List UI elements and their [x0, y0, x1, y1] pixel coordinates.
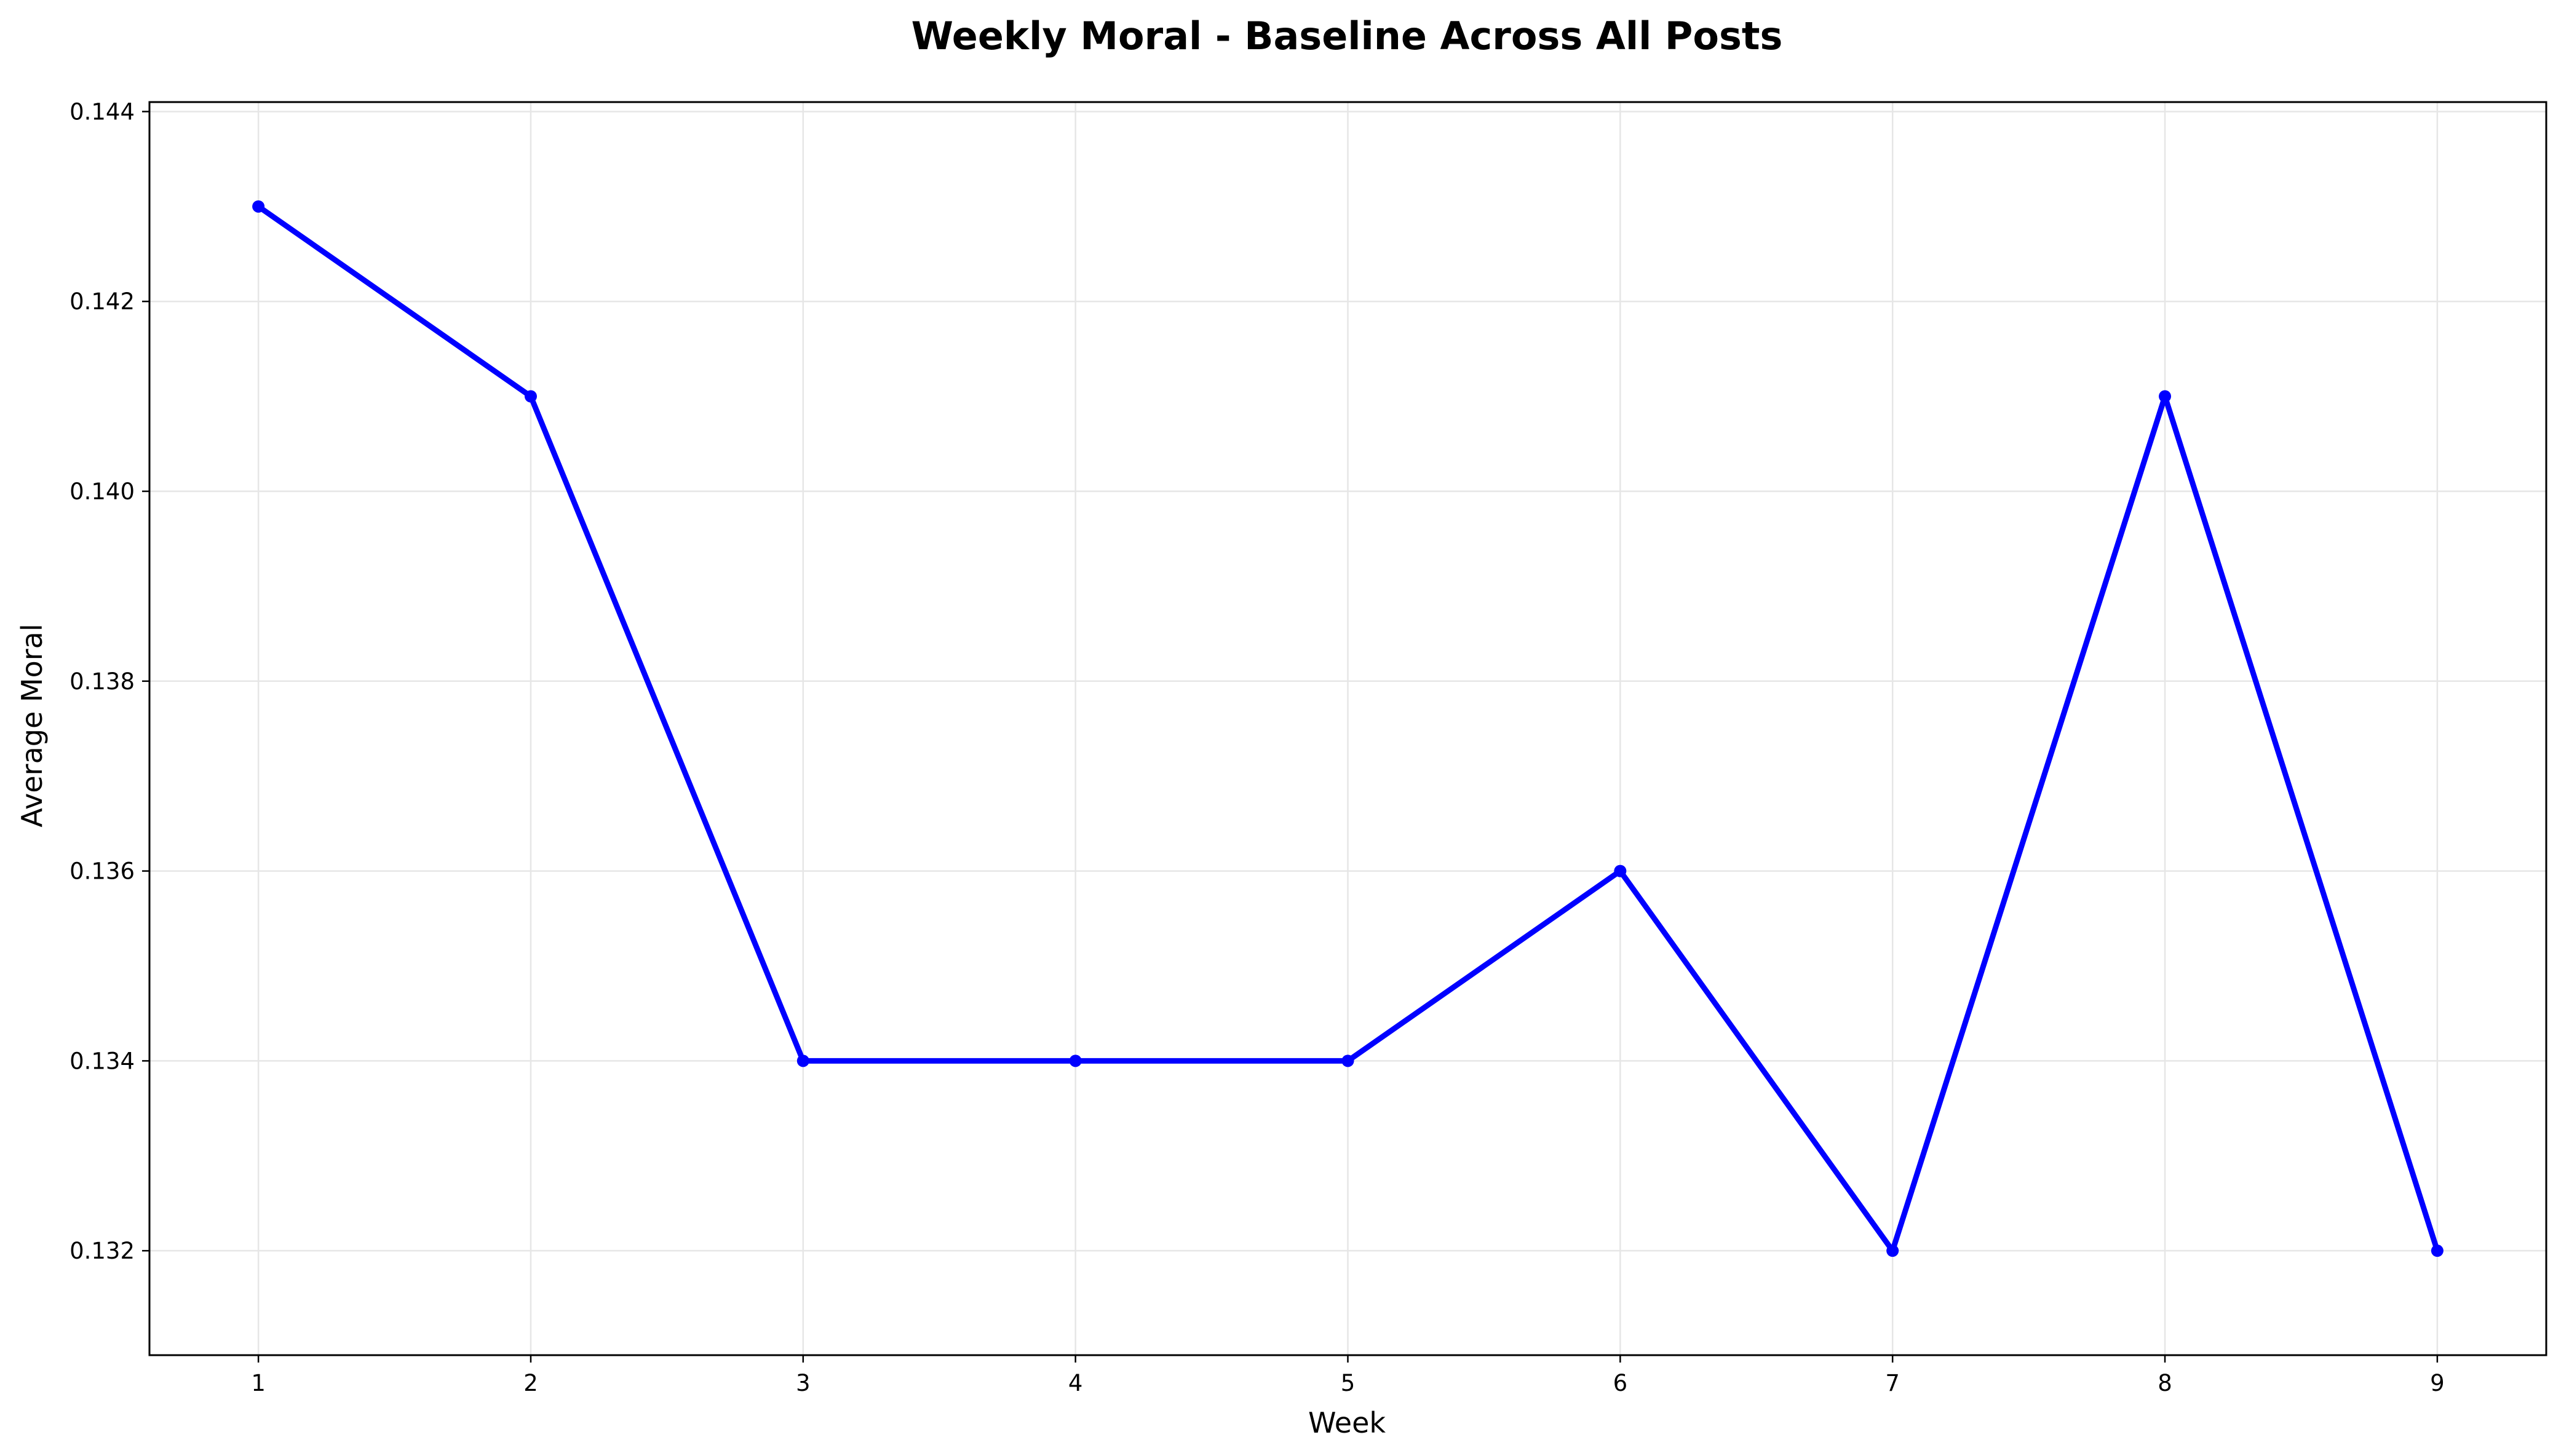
data-point	[1886, 1244, 1899, 1257]
data-point	[2431, 1244, 2444, 1257]
data-point	[524, 390, 537, 403]
series-layer	[252, 200, 2444, 1257]
x-tick-label: 4	[1068, 1370, 1083, 1396]
data-point	[796, 1054, 809, 1067]
y-tick-label: 0.140	[69, 478, 135, 505]
y-tick-label: 0.144	[69, 98, 135, 125]
x-tick-label: 6	[1613, 1370, 1628, 1396]
y-tick-label: 0.138	[69, 668, 135, 695]
chart-title: Weekly Moral - Baseline Across All Posts	[911, 14, 1783, 58]
axis-ticks: 1 2 3 4 5 6 7 8 9 0.132 0.134 0.136 0.138 0.140 0.142 0…	[69, 98, 2445, 1396]
x-tick-label: 8	[2158, 1370, 2172, 1396]
x-tick-label: 2	[523, 1370, 538, 1396]
data-point	[2159, 390, 2172, 403]
x-tick-label: 9	[2430, 1370, 2445, 1396]
y-tick-label: 0.132	[69, 1238, 135, 1264]
data-point	[1614, 865, 1627, 877]
data-point	[1341, 1054, 1354, 1067]
data-point	[1069, 1054, 1082, 1067]
x-axis-label: Week	[1308, 1406, 1386, 1439]
x-tick-label: 1	[251, 1370, 266, 1396]
y-axis-label: Average Moral	[15, 623, 49, 827]
grid	[149, 102, 2546, 1355]
x-tick-label: 3	[796, 1370, 811, 1396]
data-point	[252, 200, 265, 213]
y-tick-label: 0.134	[69, 1048, 135, 1074]
y-tick-label: 0.136	[69, 858, 135, 885]
x-tick-label: 7	[1885, 1370, 1900, 1396]
x-tick-label: 5	[1341, 1370, 1356, 1396]
y-tick-label: 0.142	[69, 288, 135, 315]
